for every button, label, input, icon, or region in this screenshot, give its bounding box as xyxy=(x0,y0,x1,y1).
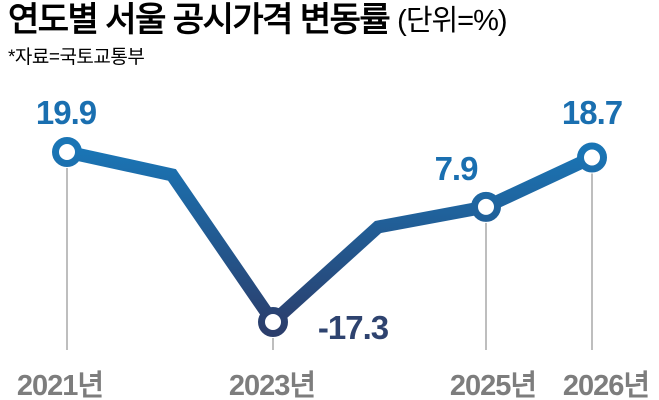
value-label-2021: 19.9 xyxy=(35,94,97,131)
chart-header: 연도별 서울 공시가격 변동률 (단위=%) *자료=국토교통부 xyxy=(8,1,508,69)
x-axis-label-2025: 2025년 xyxy=(449,370,537,400)
x-axis-label-2023: 2023년 xyxy=(228,370,316,400)
data-point-marker xyxy=(52,137,82,167)
data-point-markers xyxy=(52,137,607,337)
chart-title-text: 연도별 서울 공시가격 변동률 xyxy=(8,1,391,39)
source-note: *자료=국토교통부 xyxy=(8,47,145,69)
x-axis-label-2026: 2026년 xyxy=(562,370,650,400)
data-point-marker xyxy=(577,142,607,173)
value-label-2025: 7.9 xyxy=(434,150,479,187)
page-title: 연도별 서울 공시가격 변동률 (단위=%) xyxy=(8,1,508,39)
data-point-marker xyxy=(471,191,501,222)
x-axis-label-2021: 2021년 xyxy=(16,370,104,400)
data-point-marker xyxy=(258,307,288,337)
trend-line xyxy=(65,145,595,332)
value-label-2023: -17.3 xyxy=(317,309,389,346)
value-label-2026: 18.7 xyxy=(561,94,623,131)
chart-unit-label: (단위=%) xyxy=(397,5,507,37)
